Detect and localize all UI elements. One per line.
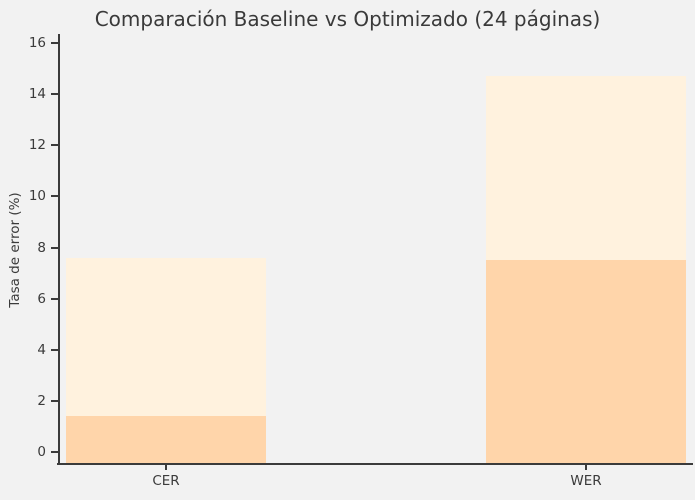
y-tick-mark	[51, 348, 58, 351]
y-tick-label: 0	[37, 444, 46, 460]
y-tick-mark	[51, 399, 58, 402]
y-tick-mark	[51, 297, 58, 300]
x-axis-line	[57, 463, 693, 465]
y-tick-label: 6	[37, 290, 46, 307]
y-tick-mark	[51, 144, 58, 147]
y-tick-label: 12	[28, 137, 46, 154]
x-tick-label-cer: CER	[152, 473, 180, 489]
x-tick-label-wer: WER	[570, 473, 602, 489]
y-tick-mark	[51, 451, 58, 453]
chart-title: Comparación Baseline vs Optimizado (24 p…	[94, 7, 601, 31]
y-tick-label: 10	[28, 188, 46, 205]
y-axis-line	[58, 34, 60, 465]
y-tick-mark	[51, 93, 58, 96]
bar-optimizado-cer	[66, 416, 266, 463]
y-tick-label: 4	[37, 341, 46, 358]
y-tick-mark	[51, 246, 58, 249]
y-tick-mark	[51, 195, 58, 198]
bar-optimizado-wer	[486, 260, 686, 463]
y-tick-label: 2	[37, 392, 46, 409]
y-tick-mark	[51, 42, 58, 44]
y-tick-label: 8	[37, 239, 46, 256]
x-tick-mark	[165, 465, 167, 470]
x-tick-mark	[585, 465, 587, 470]
y-tick-label: 14	[28, 86, 46, 103]
y-tick-label: 16	[28, 35, 46, 51]
